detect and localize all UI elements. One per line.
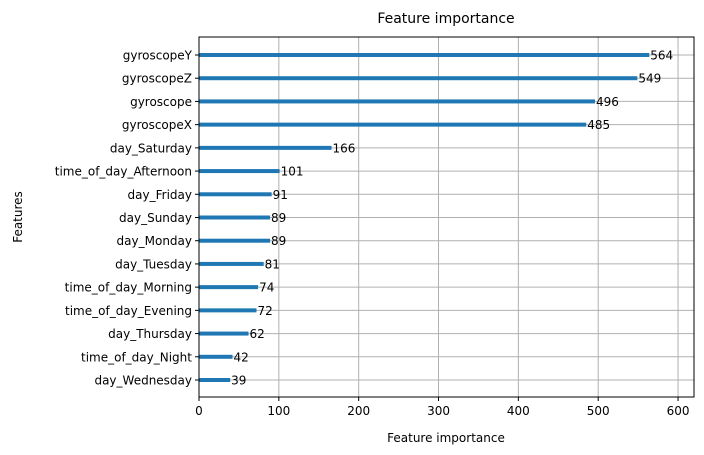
bar [199,285,259,290]
y-tick-label: gyroscopeZ [122,72,192,86]
x-tick-label: 100 [267,404,290,418]
data-label: 485 [587,118,610,132]
data-label: 42 [234,350,249,364]
data-label: 74 [259,281,274,295]
x-tick-label: 600 [667,404,690,418]
data-label: 101 [281,165,304,179]
data-label: 564 [650,49,673,63]
y-tick-label: gyroscope [130,95,192,109]
y-tick-label: gyroscopeY [123,49,193,63]
y-tick-label: time_of_day_Afternoon [55,165,192,179]
bar [199,192,272,197]
y-axis-ticks: gyroscopeY gyroscopeZ gyroscope gyroscopeX d… [55,49,199,388]
x-tick-label: 400 [507,404,530,418]
data-label: 89 [271,234,286,248]
y-tick-label: day_Wednesday [94,374,192,388]
y-tick-label: day_Thursday [108,327,192,341]
x-tick-label: 0 [195,404,203,418]
data-label: 166 [333,141,356,155]
data-label: 496 [596,95,619,109]
x-tick-label: 300 [427,404,450,418]
bar [199,53,650,57]
bar [199,261,264,266]
data-label: 62 [250,327,265,341]
y-tick-label: day_Friday [128,188,192,202]
x-axis-ticks: 0 100 200 300 400 500 600 [195,397,689,418]
data-label: 89 [271,211,286,225]
plot-frame [198,36,695,398]
bar [199,99,595,104]
bar [199,331,249,336]
y-tick-label: day_Tuesday [115,257,192,271]
y-axis-label: Features [11,191,25,243]
y-tick-label: gyroscopeX [122,118,192,132]
y-tick-label: day_Saturday [110,141,192,155]
y-tick-label: time_of_day_Morning [65,281,192,295]
data-label: 81 [265,257,280,271]
bar [199,308,257,313]
bar [199,169,280,174]
chart-title: Feature importance [377,11,514,27]
data-label: 72 [257,304,272,318]
y-tick-label: day_Monday [117,234,192,248]
data-label: 39 [231,374,246,388]
data-label: 549 [638,72,661,86]
bar [199,76,638,81]
y-tick-label: day_Sunday [119,211,192,225]
x-tick-label: 500 [587,404,610,418]
bar [199,122,587,127]
bar [199,378,231,383]
data-label: 91 [273,188,288,202]
x-axis-label: Feature importance [387,431,505,445]
bar [199,145,332,150]
y-tick-label: time_of_day_Evening [65,304,192,318]
bar [199,238,271,243]
y-tick-label: time_of_day_Night [81,350,192,364]
x-tick-label: 200 [347,404,370,418]
bar [199,215,271,220]
bar [199,354,233,359]
